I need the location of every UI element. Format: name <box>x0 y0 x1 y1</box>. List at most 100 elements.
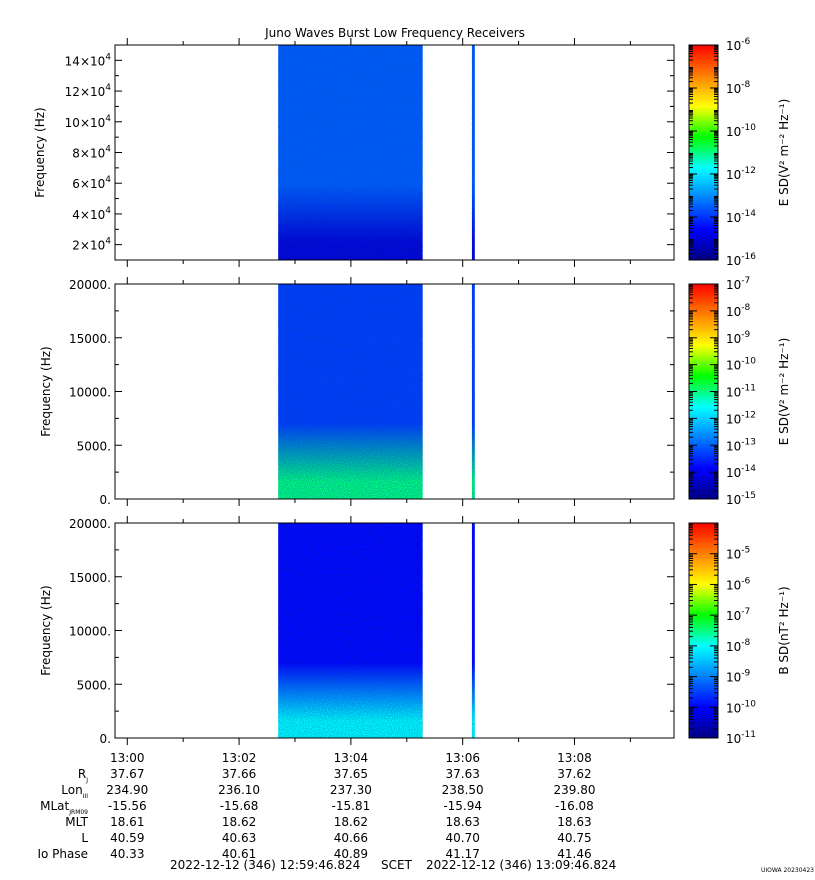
ephemeris-value: 18.63 <box>445 815 479 829</box>
colorbar-tick-label: 10-11 <box>726 730 756 746</box>
y-tick-label: 20000. <box>69 278 111 292</box>
time-range-start: 2022-12-12 (346) 12:59:46.824 <box>170 858 360 872</box>
data-interval-texture-1 <box>278 45 423 260</box>
colorbar-tick-label: 10-5 <box>726 546 750 562</box>
colorbar-tick-label: 10-12 <box>726 410 756 426</box>
ephemeris-value: 37.66 <box>222 767 256 781</box>
ephemeris-label: MLatJRM09 <box>40 799 88 816</box>
data-interval-texture-2 <box>471 45 475 260</box>
ephemeris-value: 18.62 <box>334 815 368 829</box>
data-interval-texture-2 <box>471 284 475 499</box>
spectrogram-panel-3: 0. 5000. 10000. 15000. 20000. Frequency (Hz) 1… <box>39 516 791 746</box>
colorbar-tick-label: 10-6 <box>726 576 751 592</box>
colorbar-tick-label: 10-13 <box>726 437 756 453</box>
ephemeris-label: RJ <box>78 767 88 784</box>
colorbar-tick-label: 10-9 <box>726 669 751 685</box>
ephemeris-value: 18.61 <box>110 815 144 829</box>
colorbar-tick-label: 10-10 <box>726 357 756 373</box>
ephemeris-value: 40.70 <box>445 831 479 845</box>
data-interval-texture-2 <box>471 523 475 738</box>
ephemeris-value: 41.46 <box>557 847 591 861</box>
ephemeris-value: 239.80 <box>553 783 595 797</box>
colorbar-tick-label: 10-6 <box>726 37 751 53</box>
ephemeris-value: 40.66 <box>334 831 368 845</box>
ephemeris-value: 40.75 <box>557 831 591 845</box>
y-tick-label: 4×104 <box>72 206 111 222</box>
x-tick-label: 13:08 <box>557 751 592 765</box>
colorbar-tick-label: 10-8 <box>726 303 751 319</box>
y-tick-label: 6×104 <box>72 175 111 191</box>
ephemeris-value: 18.62 <box>222 815 256 829</box>
y-tick-label: 12×104 <box>65 83 112 99</box>
ephemeris-value: 37.62 <box>557 767 591 781</box>
ephemeris-value: 40.61 <box>222 847 256 861</box>
x-tick-label: 13:00 <box>110 751 145 765</box>
time-range-end: 2022-12-12 (346) 13:09:46.824 <box>426 858 616 872</box>
colorbar-tick-label: 10-12 <box>726 166 756 182</box>
y-tick-label: 8×104 <box>72 145 111 161</box>
ephemeris-value: -16.08 <box>555 799 594 813</box>
y-axis-label: Frequency (Hz) <box>33 107 47 198</box>
ephemeris-label: Io Phase <box>37 847 88 861</box>
colorbar-tick-label: 10-14 <box>726 209 756 225</box>
x-tick-label: 13:02 <box>222 751 257 765</box>
colorbar-tick-label: 10-15 <box>726 491 756 507</box>
y-tick-label: 15000. <box>69 571 111 585</box>
y-tick-label: 2×104 <box>72 237 111 253</box>
colorbar-tick-label: 10-8 <box>726 638 751 654</box>
y-axis-label: Frequency (Hz) <box>39 346 53 437</box>
ephemeris-label: MLT <box>65 815 88 829</box>
ephemeris-value: 236.10 <box>218 783 260 797</box>
ephemeris-value: -15.68 <box>220 799 259 813</box>
colorbar-tick-label: 10-7 <box>726 276 750 292</box>
ephemeris-value: -15.81 <box>332 799 371 813</box>
y-tick-label: 14×104 <box>65 52 112 68</box>
chart-title: Juno Waves Burst Low Frequency Receivers <box>264 26 525 40</box>
y-tick-label: 5000. <box>77 678 111 692</box>
colorbar-tick-label: 10-16 <box>726 252 756 268</box>
colorbar <box>688 522 719 739</box>
y-tick-label: 0. <box>100 732 111 746</box>
ephemeris-value: 237.30 <box>330 783 372 797</box>
ephemeris-label: L <box>81 831 88 845</box>
colorbar-tick-label: 10-8 <box>726 80 751 96</box>
ephemeris-value: -15.94 <box>443 799 482 813</box>
ephemeris-value: 40.63 <box>222 831 256 845</box>
spectrogram-panel-2: 0. 5000. 10000. 15000. 20000. Frequency (Hz) 1… <box>39 276 791 507</box>
time-range-scet: SCET <box>381 858 413 872</box>
ephemeris-value: -15.56 <box>108 799 147 813</box>
x-tick-label: 13:06 <box>445 751 480 765</box>
colorbar-tick-label: 10-14 <box>726 464 756 480</box>
colorbar-tick-label: 10-9 <box>726 330 751 346</box>
colorbar-label: B SD(nT² Hz⁻¹) <box>777 586 791 674</box>
y-tick-label: 10000. <box>69 386 111 400</box>
watermark: UIOWA 20230423 <box>761 867 814 874</box>
y-tick-label: 0. <box>100 493 111 507</box>
ephemeris-value: 40.89 <box>334 847 368 861</box>
ephemeris-value: 37.63 <box>445 767 479 781</box>
ephemeris-value: 37.67 <box>110 767 144 781</box>
ephemeris-value: 41.17 <box>445 847 479 861</box>
y-tick-label: 10000. <box>69 625 111 639</box>
colorbar-tick-label: 10-10 <box>726 123 756 139</box>
colorbar-tick-label: 10-10 <box>726 699 756 715</box>
spectrogram-panel-1: 2×104 4×104 6×104 8×104 10×104 12×104 14×104 Fr… <box>33 37 791 268</box>
ephemeris-value: 40.33 <box>110 847 144 861</box>
y-tick-label: 15000. <box>69 332 111 346</box>
colorbar-tick-label: 10-7 <box>726 607 750 623</box>
data-interval-texture-1 <box>278 284 423 499</box>
y-tick-label: 20000. <box>69 517 111 531</box>
ephemeris-value: 40.59 <box>110 831 144 845</box>
data-interval-texture-1 <box>278 523 423 738</box>
x-tick-label: 13:04 <box>334 751 369 765</box>
ephemeris-label: LonIII <box>61 783 88 800</box>
ephemeris-value: 234.90 <box>106 783 148 797</box>
ephemeris-value: 37.65 <box>334 767 368 781</box>
y-tick-label: 5000. <box>77 439 111 453</box>
y-tick-label: 10×104 <box>65 114 112 130</box>
colorbar-label: E SD(V² m⁻² Hz⁻¹) <box>777 99 791 207</box>
colorbar-label: E SD(V² m⁻² Hz⁻¹) <box>777 338 791 446</box>
ephemeris-value: 238.50 <box>442 783 484 797</box>
y-axis-label: Frequency (Hz) <box>39 585 53 676</box>
